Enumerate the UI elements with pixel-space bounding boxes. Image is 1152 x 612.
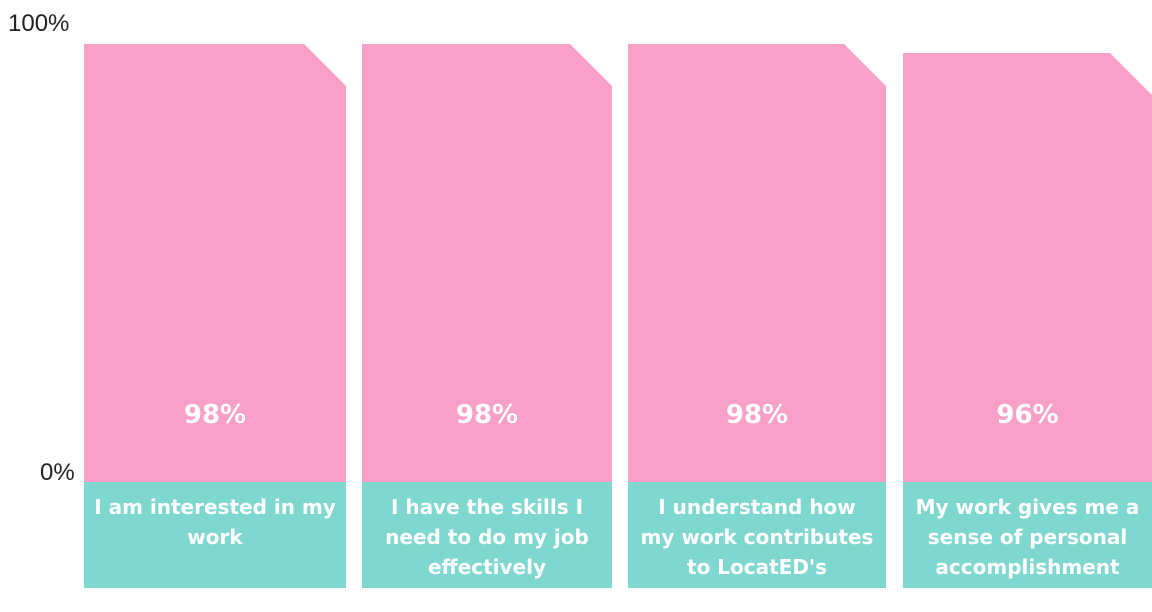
y-axis-max-label: 100%: [8, 10, 70, 37]
category-box: [84, 482, 346, 588]
category-label: I understand how my work contributes to …: [640, 495, 874, 609]
bar: [628, 44, 886, 482]
category-label: I am interested in my work: [94, 495, 336, 549]
data-label: 96%: [996, 400, 1059, 430]
data-label: 98%: [725, 400, 789, 430]
y-axis-min-label: 0%: [40, 459, 75, 486]
category-label: My work gives me a sense of personal acc…: [915, 495, 1140, 579]
data-label: 98%: [455, 400, 519, 430]
category-box: [362, 482, 612, 588]
bar: [362, 44, 612, 482]
bar: [84, 44, 346, 482]
data-label: 98%: [183, 400, 247, 430]
bar: [903, 52, 1152, 482]
category-label: I have the skills I need to do my job ef…: [385, 495, 589, 579]
category-box: [903, 482, 1152, 588]
bar-chart: [84, 44, 1152, 588]
category-box: [628, 482, 886, 588]
